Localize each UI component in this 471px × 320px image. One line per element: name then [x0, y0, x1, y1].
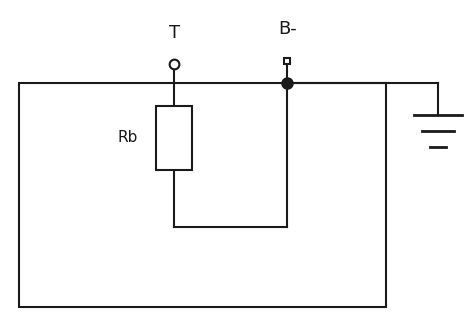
Text: T: T — [169, 24, 180, 42]
Bar — [19, 83, 386, 307]
Text: B-: B- — [278, 20, 297, 38]
Bar — [156, 106, 192, 170]
Text: Rb: Rb — [117, 130, 138, 145]
